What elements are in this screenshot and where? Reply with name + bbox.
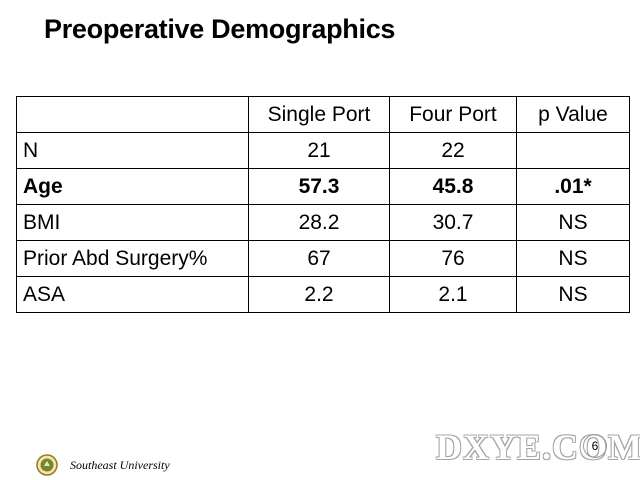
four-port-value: 45.8 xyxy=(389,168,517,205)
row-label: ASA xyxy=(16,276,249,313)
header-empty xyxy=(16,96,249,133)
table-row: BMI 28.2 30.7 NS xyxy=(16,204,630,241)
p-value: NS xyxy=(516,276,630,313)
row-label: Prior Abd Surgery% xyxy=(16,240,249,277)
header-p-value: p Value xyxy=(516,96,630,133)
p-value: NS xyxy=(516,240,630,277)
single-port-value: 67 xyxy=(248,240,390,277)
four-port-value: 76 xyxy=(389,240,517,277)
single-port-value: 28.2 xyxy=(248,204,390,241)
table-row: Prior Abd Surgery% 67 76 NS xyxy=(16,240,630,277)
four-port-value: 22 xyxy=(389,132,517,169)
four-port-value: 2.1 xyxy=(389,276,517,313)
slide-title: Preoperative Demographics xyxy=(44,14,396,44)
page-number: 6 xyxy=(583,434,607,458)
table-header-row: Single Port Four Port p Value xyxy=(16,96,630,133)
p-value: NS xyxy=(516,204,630,241)
p-value: .01* xyxy=(516,168,630,205)
table-row: ASA 2.2 2.1 NS xyxy=(16,276,630,313)
watermark: DXYE.COM xyxy=(436,427,640,467)
row-label: N xyxy=(16,132,249,169)
four-port-value: 30.7 xyxy=(389,204,517,241)
header-single-port: Single Port xyxy=(248,96,390,133)
footer-university: Southeast University xyxy=(70,458,170,472)
single-port-value: 2.2 xyxy=(248,276,390,313)
demographics-table: Single Port Four Port p Value N 21 22 Ag… xyxy=(16,96,630,313)
row-label: Age xyxy=(16,168,249,205)
single-port-value: 57.3 xyxy=(248,168,390,205)
p-value xyxy=(516,132,630,169)
table-row: Age 57.3 45.8 .01* xyxy=(16,168,630,205)
single-port-value: 21 xyxy=(248,132,390,169)
table-row: N 21 22 xyxy=(16,132,630,169)
university-seal-icon xyxy=(36,454,58,476)
row-label: BMI xyxy=(16,204,249,241)
header-four-port: Four Port xyxy=(389,96,517,133)
